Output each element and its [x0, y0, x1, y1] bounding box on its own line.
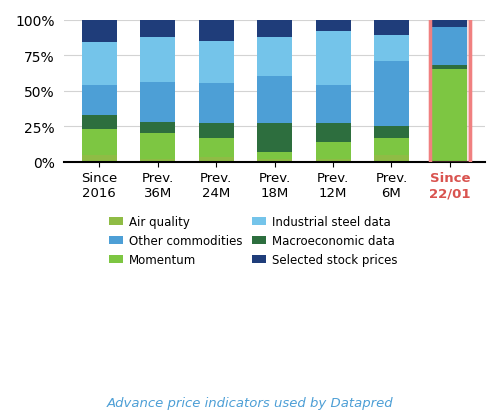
Bar — [82, 86, 117, 116]
Bar — [374, 62, 409, 127]
Bar — [374, 36, 409, 62]
Bar — [374, 138, 409, 155]
Bar — [374, 127, 409, 138]
Bar — [140, 159, 175, 162]
Bar — [257, 77, 292, 124]
Bar — [316, 86, 350, 124]
Bar — [316, 21, 350, 32]
Bar — [198, 42, 234, 84]
Bar — [82, 116, 117, 130]
Bar — [140, 38, 175, 83]
Bar — [82, 21, 117, 43]
Bar — [432, 28, 468, 66]
Bar — [198, 21, 234, 42]
Bar — [432, 70, 468, 162]
Bar — [257, 152, 292, 159]
Bar — [82, 43, 117, 86]
Bar — [257, 124, 292, 152]
Bar — [316, 32, 350, 86]
Bar — [140, 123, 175, 134]
Bar — [316, 159, 350, 162]
Bar — [257, 21, 292, 38]
Bar — [374, 155, 409, 162]
Bar — [316, 124, 350, 142]
Bar — [198, 84, 234, 124]
FancyBboxPatch shape — [430, 18, 470, 164]
Bar — [140, 21, 175, 38]
Bar — [198, 138, 234, 158]
Bar — [140, 134, 175, 159]
Bar — [140, 83, 175, 123]
Bar — [316, 142, 350, 159]
Legend: Air quality, Other commodities, Momentum, Industrial steel data, Macroeconomic d: Air quality, Other commodities, Momentum… — [104, 211, 403, 271]
Bar — [257, 159, 292, 162]
Bar — [432, 21, 468, 28]
Bar — [82, 155, 117, 162]
Bar — [432, 66, 468, 70]
Text: Advance price indicators used by Datapred: Advance price indicators used by Datapre… — [106, 396, 394, 409]
Bar — [374, 21, 409, 36]
Bar — [198, 158, 234, 162]
Bar — [198, 124, 234, 138]
Bar — [257, 38, 292, 77]
Bar — [82, 130, 117, 155]
